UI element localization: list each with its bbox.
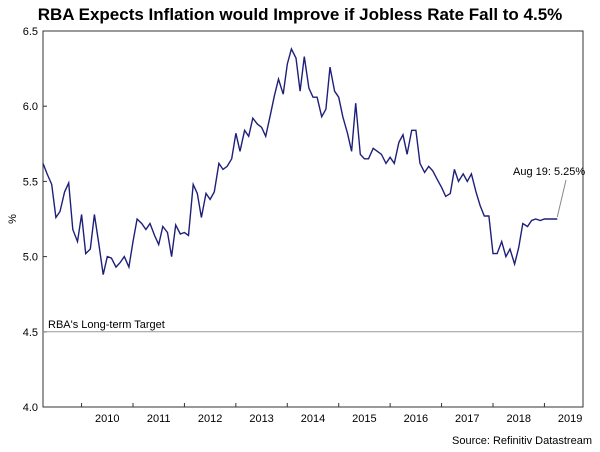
- x-tick-label: 2012: [198, 413, 222, 425]
- plot-area-frame: [42, 30, 584, 408]
- chart-title: RBA Expects Inflation would Improve if J…: [38, 5, 563, 24]
- x-tick-label: 2019: [558, 413, 582, 425]
- series-line: [42, 47, 558, 275]
- source-note: Source: Refinitiv Datastream: [452, 435, 592, 447]
- y-axis-label: %: [7, 214, 19, 224]
- y-tick-label: 5.0: [23, 252, 38, 264]
- y-tick-label: 6.5: [23, 26, 38, 38]
- x-tick-label: 2011: [147, 413, 171, 425]
- x-tick-label: 2016: [404, 413, 428, 425]
- reference-line-label: RBA's Long-term Target: [48, 319, 165, 331]
- x-tick-label: 2010: [95, 413, 119, 425]
- y-tick-label: 6.0: [23, 101, 38, 113]
- y-tick-label: 5.5: [23, 176, 38, 188]
- annotation-label: Aug 19: 5.25%: [513, 166, 585, 178]
- annotation-leader: [556, 179, 567, 218]
- y-axis: 4.0 4.5 5.0 5.5 6.0 6.5: [23, 26, 47, 414]
- y-tick-label: 4.0: [23, 402, 38, 414]
- x-axis: 2010 2011 2012 2013 2014 2015 2016 2017 2018 2019: [81, 403, 582, 425]
- x-tick-label: 2014: [301, 413, 325, 425]
- x-tick-label: 2013: [249, 413, 273, 425]
- x-tick-label: 2017: [455, 413, 479, 425]
- x-tick-label: 2015: [352, 413, 376, 425]
- y-tick-label: 4.5: [23, 327, 38, 339]
- x-tick-label: 2018: [506, 413, 530, 425]
